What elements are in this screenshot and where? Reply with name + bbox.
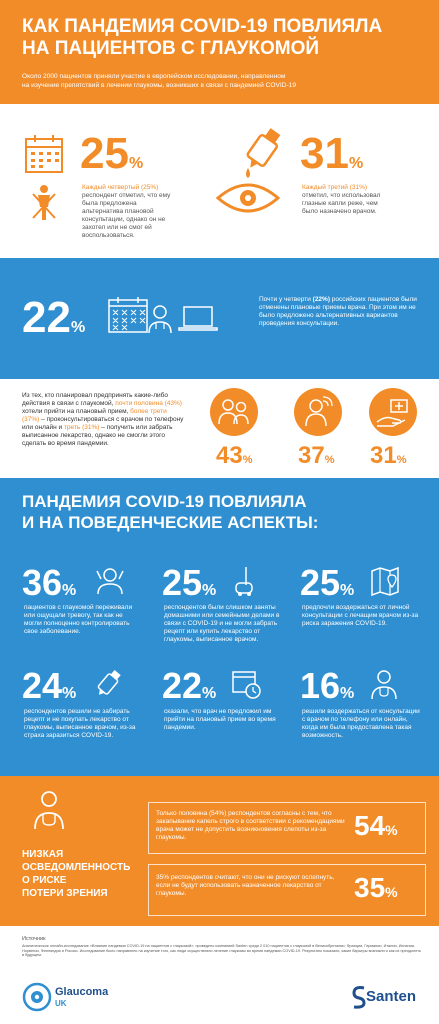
calendar-clock-icon bbox=[232, 668, 262, 700]
glaucoma-eye-icon bbox=[22, 982, 52, 1012]
behavior-item-6-text: решили воздержаться от консультации с вр… bbox=[302, 708, 420, 739]
doctor-patient-icon bbox=[218, 399, 249, 425]
page-subtitle: Около 2000 пациентов приняли участие в е… bbox=[22, 72, 432, 90]
blue-text-after: российских пациентов были отменены плано… bbox=[259, 296, 417, 327]
doctor-patient-circle bbox=[210, 388, 258, 436]
stat-25-body: респондент отметил, что ему была предлож… bbox=[82, 192, 171, 239]
page-title: КАК ПАНДЕМИЯ COVID-19 ПОВЛИЯЛА НА ПАЦИЕН… bbox=[22, 16, 432, 60]
plans-h1: почти половина (43%) bbox=[115, 400, 182, 407]
blue-band bbox=[0, 258, 439, 379]
subtitle-line1: Около 2000 пациентов приняли участие в е… bbox=[22, 73, 286, 80]
blue-stat-value: 22% bbox=[22, 293, 86, 342]
plans-h3: треть (31%) bbox=[63, 424, 100, 431]
plans-h2: более трети (37%) bbox=[22, 408, 167, 423]
medicine-hand-icon bbox=[376, 399, 408, 427]
santen-logo: Santen bbox=[352, 984, 422, 1010]
behavior-item-4-value: 24% bbox=[22, 665, 77, 706]
page-title-line2: НА ПАЦИЕНТОВ С ГЛАУКОМОЙ bbox=[22, 38, 320, 59]
header-band bbox=[0, 0, 439, 104]
doctor-icon bbox=[147, 304, 173, 334]
plans-value-43: 43% bbox=[216, 442, 253, 469]
risk-title: НИЗКАЯ ОСВЕДОМЛЕННОСТЬ О РИСКЕ ПОТЕРИ ЗР… bbox=[22, 848, 142, 900]
stat-31-value: 31% bbox=[300, 129, 364, 178]
source-label: Источник bbox=[22, 936, 46, 942]
stat-31-body: отметил, что использовал глазные капли р… bbox=[302, 192, 381, 215]
plans-p1: Из тех, кто планировал предпринять какие… bbox=[22, 392, 168, 407]
phone-call-circle bbox=[294, 388, 342, 436]
plans-p2: хотели прийти на плановый прием, bbox=[22, 408, 129, 415]
laptop-icon bbox=[178, 306, 218, 332]
behavior-item-5-value: 22% bbox=[162, 665, 217, 706]
stat-25-highlight: Каждый четвертый (25%) bbox=[82, 184, 159, 191]
risk-box-2-text: 35% респондентов считают, что они не рис… bbox=[156, 874, 335, 897]
risk-box-1-value: 54% bbox=[354, 810, 398, 841]
doctor-lab-coat-icon bbox=[32, 790, 66, 830]
risk-title-line1: НИЗКАЯ bbox=[22, 849, 64, 860]
plans-text: Из тех, кто планировал предпринять какие… bbox=[22, 392, 184, 448]
behavior-title-line1: ПАНДЕМИЯ COVID-19 ПОВЛИЯЛА bbox=[22, 492, 307, 511]
behavior-item-1-value: 36% bbox=[22, 562, 77, 603]
subtitle-line2: на изучение препятствий в лечении глауко… bbox=[22, 82, 296, 89]
risk-box-1-text: Только половина (54%) респондентов согла… bbox=[156, 810, 345, 841]
risk-box-2 bbox=[148, 864, 426, 916]
behavior-item-2-text: респондентов были слишком заняты домашни… bbox=[164, 604, 280, 643]
stat-25-text: Каждый четвертый (25%) респондент отмети… bbox=[82, 184, 174, 240]
glaucoma-uk-logo: Glaucoma UK bbox=[22, 982, 112, 1012]
glaucoma-logo-sub: UK bbox=[55, 999, 67, 1008]
glaucoma-logo-text: Glaucoma bbox=[55, 986, 109, 998]
behavior-item-2-value: 25% bbox=[162, 562, 217, 603]
plans-p4: – получить или забрать выписанное лекарс… bbox=[22, 424, 173, 447]
eye-drops-icon bbox=[212, 128, 294, 218]
risk-title-line2: ОСВЕДОМЛЕННОСТЬ bbox=[22, 862, 131, 873]
risk-box-1 bbox=[148, 802, 426, 854]
behavior-item-3-text: предпочли воздержаться от личной консуль… bbox=[302, 604, 419, 627]
behavior-section bbox=[0, 478, 439, 776]
plans-value-31: 31% bbox=[370, 442, 407, 469]
blue-text-before: Почти у четверти bbox=[259, 296, 313, 303]
stat-31-highlight: Каждый третий (31%) bbox=[302, 184, 368, 191]
risk-title-line4: ПОТЕРИ ЗРЕНИЯ bbox=[22, 888, 108, 899]
santen-logo-text: Santen bbox=[366, 988, 417, 1005]
santen-swoosh-icon bbox=[352, 986, 366, 1009]
dropper-bottle-icon bbox=[92, 668, 124, 700]
behavior-title: ПАНДЕМИЯ COVID-19 ПОВЛИЯЛА И НА ПОВЕДЕНЧ… bbox=[22, 491, 432, 533]
plans-value-37: 37% bbox=[298, 442, 335, 469]
anxious-person-icon bbox=[94, 565, 126, 595]
source-text: Аналитическое онлайн-исследование «Влиян… bbox=[22, 944, 421, 957]
behavior-item-5-text: сказали, что врач не предложил им прийти… bbox=[164, 708, 276, 731]
stat-31-text: Каждый третий (31%) отметил, что использ… bbox=[302, 184, 394, 216]
risk-section bbox=[0, 776, 439, 926]
vacuum-cleaner-icon bbox=[232, 565, 258, 597]
risk-title-line3: О РИСКЕ bbox=[22, 875, 67, 886]
medicine-hand-circle bbox=[369, 388, 417, 436]
doctor-stethoscope-icon bbox=[370, 668, 398, 700]
page-title-line1: КАК ПАНДЕМИЯ COVID-19 ПОВЛИЯЛА bbox=[22, 16, 383, 37]
behavior-item-6-value: 16% bbox=[300, 665, 355, 706]
calendar-grid-icon bbox=[108, 296, 148, 334]
behavior-item-4-text: респондентов решили не забирать рецепт и… bbox=[24, 708, 136, 739]
blue-band-text: Почти у четверти (22%) российских пациен… bbox=[259, 296, 419, 328]
map-pin-icon bbox=[370, 565, 400, 597]
behavior-title-line2: И НА ПОВЕДЕНЧЕСКИЕ АСПЕКТЫ: bbox=[22, 513, 319, 532]
person-crossed-icon bbox=[30, 184, 58, 222]
calendar-icon bbox=[24, 133, 64, 175]
plans-p3: – проконсультироваться с врачом по телеф… bbox=[22, 416, 184, 431]
behavior-item-1-text: пациентов с глаукомой переживали или ощу… bbox=[24, 604, 133, 635]
blue-text-bold: (22%) bbox=[312, 296, 330, 303]
risk-box-2-value: 35% bbox=[354, 872, 398, 903]
phone-call-icon bbox=[305, 396, 333, 427]
stat-25-value: 25% bbox=[80, 129, 144, 178]
behavior-item-3-value: 25% bbox=[300, 562, 355, 603]
